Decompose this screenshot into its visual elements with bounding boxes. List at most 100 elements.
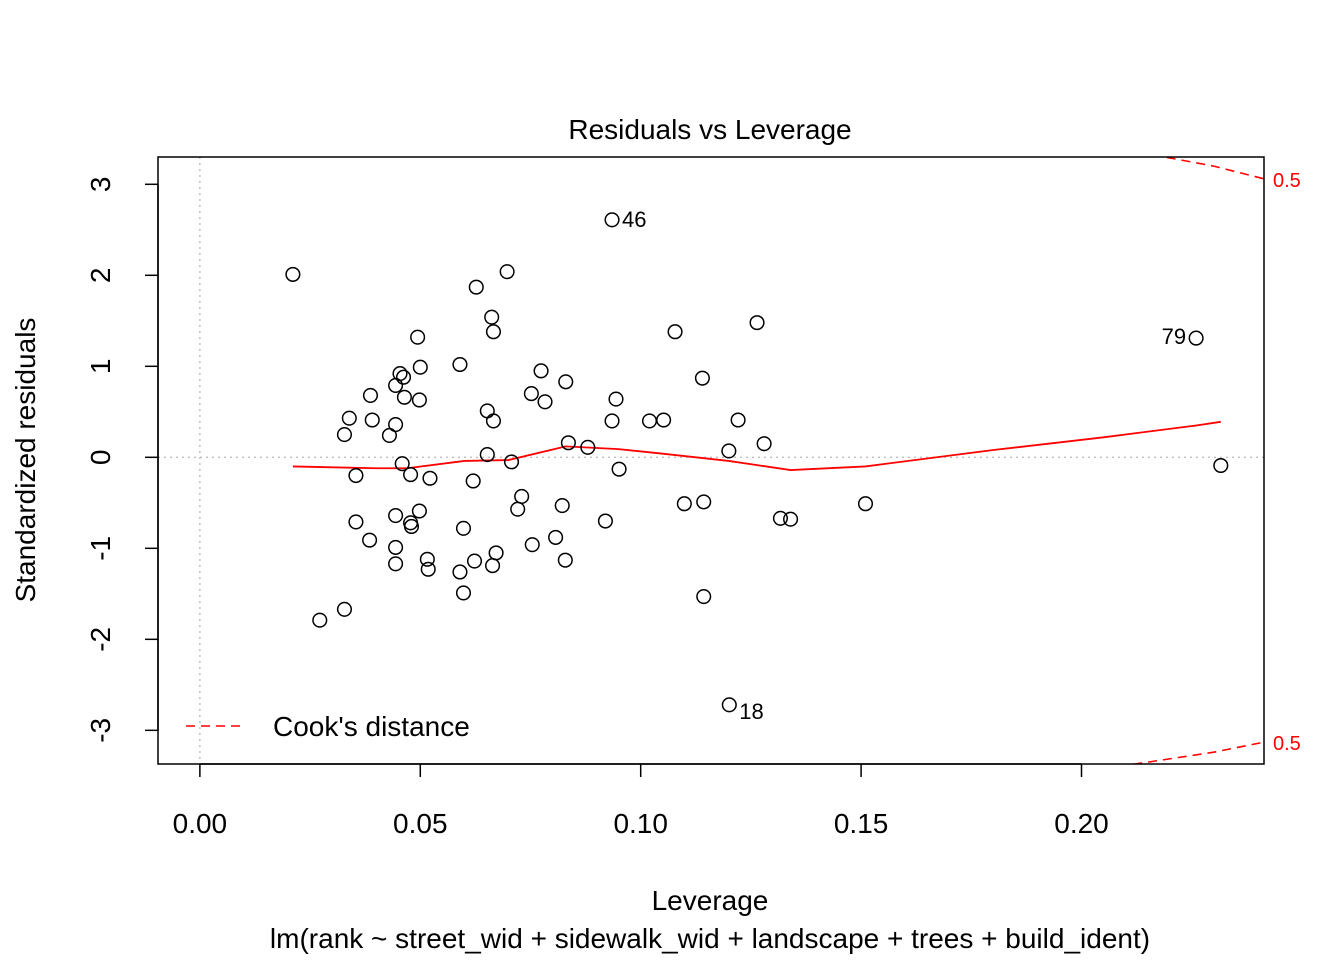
y-tick-label: -1 <box>85 536 116 561</box>
data-point <box>362 387 379 403</box>
data-point <box>537 394 553 410</box>
data-point <box>411 503 427 519</box>
data-point <box>422 470 438 486</box>
data-point <box>676 496 692 512</box>
data-point <box>388 556 404 572</box>
data-point <box>388 508 404 524</box>
points-layer <box>285 212 1229 713</box>
data-point <box>341 410 357 426</box>
data-point <box>336 601 353 617</box>
data-point <box>455 520 472 536</box>
point-labels-layer: 46 18 79 <box>622 207 1186 724</box>
data-point <box>364 412 380 428</box>
x-tick-label: 0.10 <box>613 808 668 839</box>
data-point <box>557 552 573 568</box>
data-point <box>560 435 576 451</box>
data-point <box>312 612 328 628</box>
data-point <box>857 496 874 512</box>
data-point <box>721 697 737 713</box>
data-point <box>548 529 564 545</box>
chart-title: Residuals vs Leverage <box>568 114 851 145</box>
x-tick-label: 0.20 <box>1054 808 1109 839</box>
data-point <box>411 392 427 408</box>
data-point <box>667 324 683 340</box>
data-point <box>403 467 419 483</box>
data-point <box>694 370 710 386</box>
y-tick-label: 0 <box>85 450 116 466</box>
data-point <box>749 315 765 331</box>
data-point <box>558 374 574 390</box>
data-point <box>412 359 428 375</box>
smoother-layer <box>292 420 1221 471</box>
data-point <box>503 454 520 470</box>
data-point <box>730 412 746 428</box>
x-tick-label: 0.05 <box>393 808 448 839</box>
data-point <box>388 417 404 433</box>
data-point <box>554 497 570 514</box>
data-point <box>656 412 672 428</box>
data-point <box>611 461 627 477</box>
data-point <box>523 386 539 402</box>
cooks-contour-label-upper: 0.5 <box>1273 170 1301 192</box>
cooks-contour-labels: 0.5 0.5 <box>1273 170 1301 755</box>
data-point <box>465 473 481 489</box>
data-point <box>466 553 483 569</box>
plot-frame <box>157 156 1265 765</box>
data-point <box>336 427 353 443</box>
data-point <box>348 514 364 530</box>
cooks-distance-lower-line <box>1129 741 1264 764</box>
y-tick-label: 1 <box>85 359 116 375</box>
data-point <box>721 443 737 459</box>
data-point <box>285 266 301 282</box>
y-tick-label: 2 <box>85 268 116 284</box>
data-point <box>362 532 378 548</box>
data-point <box>485 324 502 340</box>
x-axis: 0.00 0.05 0.10 0.15 0.20 <box>173 763 1109 839</box>
data-point <box>580 439 596 455</box>
data-point <box>604 413 620 429</box>
smoother-line <box>292 420 1221 471</box>
x-axis-label: Leverage <box>652 885 769 916</box>
point-label-79: 79 <box>1162 324 1186 349</box>
data-point <box>510 501 526 517</box>
data-point <box>696 494 712 510</box>
legend: Cook's distance <box>186 711 470 742</box>
data-point <box>597 513 613 529</box>
cooks-contour-label-lower: 0.5 <box>1273 733 1301 755</box>
data-point <box>388 539 404 555</box>
legend-label-cooks-distance: Cook's distance <box>273 711 470 742</box>
data-point <box>499 264 515 280</box>
x-tick-label: 0.00 <box>173 808 228 839</box>
data-point <box>410 329 426 345</box>
data-point <box>1213 457 1229 474</box>
data-point <box>524 537 540 553</box>
data-point <box>452 564 468 580</box>
data-point <box>772 510 788 526</box>
data-point <box>452 356 468 373</box>
data-point <box>392 366 408 382</box>
data-point <box>395 369 412 385</box>
data-point <box>488 545 504 561</box>
y-axis-label: Standardized residuals <box>10 318 41 603</box>
data-point <box>403 518 420 535</box>
data-point <box>641 413 658 429</box>
data-point <box>420 561 436 577</box>
data-point <box>455 585 472 601</box>
cooks-distance-upper-line <box>1161 157 1264 180</box>
data-point <box>485 558 501 574</box>
data-point <box>396 389 412 405</box>
data-point <box>468 279 484 295</box>
point-label-18: 18 <box>739 699 763 724</box>
data-point <box>604 212 620 228</box>
data-point <box>419 551 435 567</box>
data-point <box>479 447 495 463</box>
reference-lines <box>158 157 1264 764</box>
point-label-46: 46 <box>622 207 646 232</box>
y-axis: -3 -2 -1 0 1 2 3 <box>85 177 159 743</box>
data-point <box>484 309 500 325</box>
data-point <box>514 488 530 504</box>
chart-subtitle: lm(rank ~ street_wid + sidewalk_wid + la… <box>270 923 1150 954</box>
y-tick-label: -2 <box>85 627 116 652</box>
x-tick-label: 0.15 <box>834 808 889 839</box>
